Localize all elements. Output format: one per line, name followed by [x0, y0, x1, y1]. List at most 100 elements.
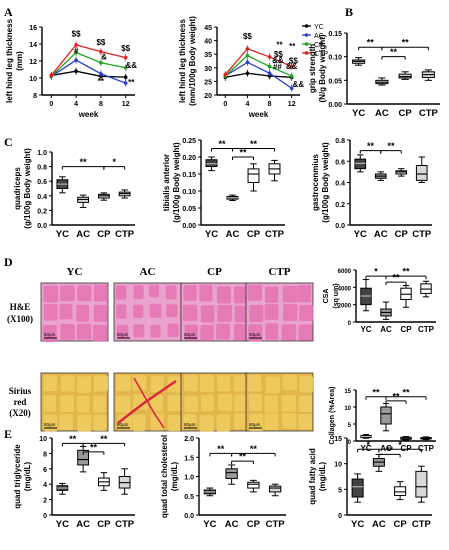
B-category-ctp: CTP — [419, 108, 439, 119]
B-ytick-label-2: 0.10 — [328, 55, 342, 62]
A2-xtick-label-0: 0 — [223, 101, 227, 108]
C3-ytick-label-4: 0.8 — [335, 138, 345, 145]
histology-fiber — [133, 304, 144, 318]
histology-fiber — [77, 414, 92, 432]
chart-c1: 0.0 0.2 0.4 0.6 0.8 1.0 quadriceps (g/100g Body… — [13, 148, 135, 240]
B-ytick-label-3: 0.15 — [328, 31, 342, 38]
D1-sig-label-0: * — [374, 267, 378, 277]
A2-annotation-6: $$ — [289, 57, 298, 66]
A2-point-ctp-2 — [267, 55, 272, 59]
histology-fiber — [93, 324, 108, 342]
histology-row-label-2-he: (X100) — [7, 314, 33, 324]
histology-row-he: H&E (X100) 50μm 50μm 50μm 50μm — [7, 282, 314, 343]
histology-fiber — [200, 394, 214, 412]
E1-ytick-label-0: 0 — [43, 513, 47, 520]
A1-point-ac-3 — [123, 81, 128, 85]
A2-point-cp-3 — [289, 74, 294, 78]
A1-ylabel: left hind leg thickness — [5, 18, 14, 103]
C3-sig-label-1: ** — [387, 141, 395, 151]
A1-annotation-6: && — [125, 61, 137, 70]
histology-fiber — [216, 323, 230, 340]
histology-fiber — [43, 375, 58, 391]
E1-category-cp: CP — [97, 519, 111, 530]
D2-ytick-label-0: 0 — [348, 440, 352, 446]
histology-fiber — [183, 285, 197, 301]
C2-ylabel: tibialis anterior — [162, 154, 171, 211]
D1-ylabel: CSA — [323, 289, 330, 304]
B-sig-label-2: ** — [390, 47, 398, 57]
D1-ytick-label-0: 0 — [348, 321, 352, 327]
histology-fiber — [59, 414, 74, 431]
C1-category-yc: YC — [56, 229, 69, 240]
E1-category-ctp: CTP — [115, 519, 135, 530]
scale-bar-label: 60μm — [44, 422, 56, 427]
D1-ytick-label-1: 2000 — [338, 304, 352, 310]
E1-box-ac — [77, 449, 90, 466]
D2-sig-label-1: ** — [402, 387, 410, 397]
scale-bar-label: 60μm — [184, 422, 196, 427]
A1-xtick-label-0: 0 — [49, 101, 53, 108]
E3-ylabel: quad fatty acid — [308, 448, 317, 505]
scale-bar-label: 50μm — [117, 332, 129, 337]
histology-image-he-ac: 50μm — [113, 282, 182, 342]
E3-category-cp: CP — [394, 519, 408, 530]
A1-xtick-label-3: 12 — [122, 101, 130, 108]
E3-box-cp — [394, 486, 407, 496]
E3-sig-label-0: * — [366, 440, 370, 450]
histology-fiber — [199, 284, 213, 302]
E1-ytick-label-4: 8 — [43, 451, 47, 458]
B-category-ac: AC — [375, 108, 389, 119]
C2-category-ac: AC — [226, 229, 240, 240]
E3-ytick-label-1: 5 — [338, 487, 342, 494]
histology-fiber — [234, 323, 249, 341]
histology-fiber — [265, 376, 281, 394]
histology-fiber — [59, 395, 75, 413]
histology-fiber — [76, 376, 91, 394]
C2-ytick-label-1: 0.05 — [182, 206, 196, 213]
histology-fiber — [43, 395, 57, 412]
A2-annotation-0: $$ — [243, 32, 252, 41]
C1-ytick-label-4: 0.8 — [37, 165, 47, 172]
D2-ytick-label-3: 15 — [344, 389, 351, 395]
A1-annotation-4: ** — [98, 77, 105, 86]
legend-marker-cp — [304, 42, 309, 46]
chart-b: 0.00 0.05 0.10 0.15 grip strength (N/g Body w… — [308, 31, 440, 119]
histology-fiber — [248, 374, 262, 392]
A1-ytick-label-3: 14 — [29, 42, 37, 49]
histology-fiber — [167, 394, 182, 412]
C2-sig-label-2: ** — [239, 148, 247, 158]
legend-marker-yc — [304, 24, 309, 28]
histology-fiber — [133, 394, 148, 410]
A1-point-ctp-2 — [99, 49, 103, 54]
A1-series-ctp — [50, 44, 126, 76]
histology-row-label-he: H&E — [10, 302, 31, 312]
chart-c3: 0.0 0.2 0.4 0.6 0.8 gastrocenmius (g/100g Body… — [311, 138, 432, 240]
A1-annotation-0: $$ — [72, 29, 81, 38]
scale-bar-label: 50μm — [249, 332, 261, 337]
A1-xtick-label-2: 8 — [99, 101, 103, 108]
histology-fiber — [77, 285, 92, 302]
histology-fiber — [93, 304, 107, 322]
histology-fiber — [282, 374, 298, 391]
histology-fiber — [117, 414, 133, 431]
C1-ytick-label-3: 0.6 — [37, 179, 47, 186]
A2-annotation-4: ## — [273, 62, 282, 71]
A2-ylabel: left hind leg thickness — [178, 18, 187, 103]
legend-label-yc: YC — [314, 24, 324, 31]
C1-ylabel-unit: (g/100g Body weight) — [23, 148, 32, 229]
E2-ytick-label-2: 1.0 — [184, 475, 194, 482]
A1-point-ctp-1 — [74, 43, 78, 47]
C3-category-ctp: CTP — [412, 229, 432, 240]
B-ytick-label-1: 0.05 — [328, 78, 342, 85]
scale-bar-label: 60μm — [117, 422, 129, 427]
A1-point-ctp-0 — [49, 73, 54, 78]
D2-ylabel: Collagen (%Area) — [329, 387, 336, 445]
C3-ytick-label-0: 0.0 — [335, 223, 345, 230]
scale-bar-label: 60μm — [249, 422, 261, 427]
A2-annotation-1: ** — [276, 40, 283, 49]
legend-marker-ctp — [304, 51, 309, 55]
histology-image-he-cp: 50μm — [180, 282, 249, 342]
histology-fiber — [199, 415, 214, 432]
E2-category-yc: YC — [203, 519, 216, 530]
